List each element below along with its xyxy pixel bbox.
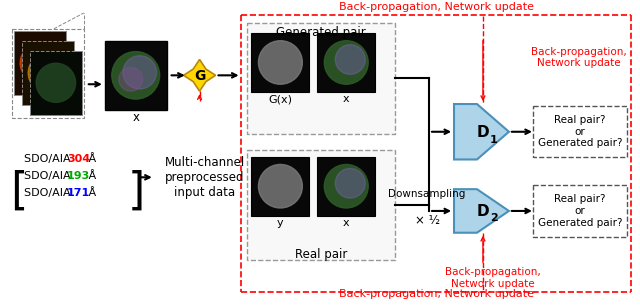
FancyBboxPatch shape xyxy=(248,23,395,134)
Text: y: y xyxy=(277,218,284,228)
Text: 193: 193 xyxy=(67,171,90,181)
FancyBboxPatch shape xyxy=(105,41,166,110)
FancyBboxPatch shape xyxy=(252,156,309,216)
Text: Generated pair: Generated pair xyxy=(276,26,366,39)
Text: Back-propagation, Network update: Back-propagation, Network update xyxy=(339,289,534,299)
Text: Back-propagation, Network update: Back-propagation, Network update xyxy=(339,2,534,12)
Text: Multi-channel
preprocessed
input data: Multi-channel preprocessed input data xyxy=(164,156,244,199)
FancyBboxPatch shape xyxy=(252,33,309,92)
Text: G(x): G(x) xyxy=(268,94,292,104)
Circle shape xyxy=(335,45,365,74)
Text: x: x xyxy=(343,218,349,228)
Text: Real pair: Real pair xyxy=(295,248,348,261)
FancyBboxPatch shape xyxy=(30,51,82,115)
Text: x: x xyxy=(132,111,140,124)
Circle shape xyxy=(20,43,60,83)
Text: 304: 304 xyxy=(67,154,90,164)
Text: SDO/AIA: SDO/AIA xyxy=(24,154,74,164)
Polygon shape xyxy=(184,59,216,91)
Text: [: [ xyxy=(10,169,28,212)
FancyBboxPatch shape xyxy=(317,156,375,216)
Text: SDO/AIA: SDO/AIA xyxy=(24,188,74,198)
Text: D: D xyxy=(477,204,489,219)
Text: Å: Å xyxy=(85,171,96,181)
Text: × ½: × ½ xyxy=(415,214,440,227)
Circle shape xyxy=(36,63,76,102)
FancyBboxPatch shape xyxy=(22,41,74,105)
Text: x: x xyxy=(343,94,349,104)
Circle shape xyxy=(119,67,143,91)
Text: 2: 2 xyxy=(490,213,498,223)
Text: G: G xyxy=(194,69,205,83)
Text: Å: Å xyxy=(85,154,96,164)
Text: 1: 1 xyxy=(490,135,498,145)
Text: Real pair?
or
Generated pair?: Real pair? or Generated pair? xyxy=(538,194,622,228)
Circle shape xyxy=(28,53,68,92)
Text: ]: ] xyxy=(128,169,145,212)
Text: SDO/AIA: SDO/AIA xyxy=(24,171,74,181)
FancyBboxPatch shape xyxy=(248,149,395,260)
Text: Real pair?
or
Generated pair?: Real pair? or Generated pair? xyxy=(538,115,622,148)
FancyBboxPatch shape xyxy=(317,33,375,92)
Circle shape xyxy=(112,52,159,99)
Text: D: D xyxy=(477,125,489,140)
Circle shape xyxy=(259,164,302,208)
Circle shape xyxy=(324,41,368,84)
Text: Downsampling: Downsampling xyxy=(388,189,466,199)
Text: 171: 171 xyxy=(67,188,90,198)
Circle shape xyxy=(259,41,302,84)
Text: Å: Å xyxy=(85,188,96,198)
Circle shape xyxy=(123,56,156,89)
FancyBboxPatch shape xyxy=(533,106,627,157)
Circle shape xyxy=(324,164,368,208)
Polygon shape xyxy=(454,189,509,233)
Text: Back-propagation,
Network update: Back-propagation, Network update xyxy=(531,47,627,68)
FancyBboxPatch shape xyxy=(533,185,627,237)
Circle shape xyxy=(335,168,365,198)
Polygon shape xyxy=(454,104,509,160)
Text: Back-propagation,
Network update: Back-propagation, Network update xyxy=(445,267,541,289)
FancyBboxPatch shape xyxy=(14,31,66,95)
